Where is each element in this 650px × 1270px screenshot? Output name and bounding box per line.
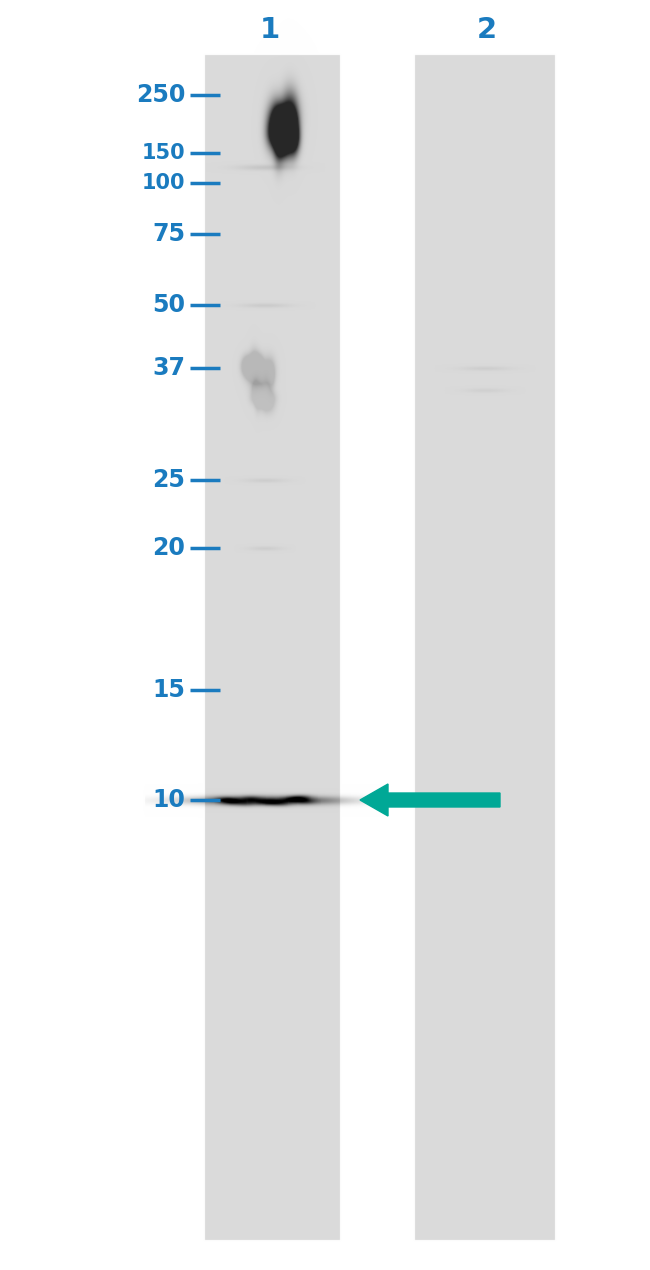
Text: 1: 1 bbox=[260, 17, 280, 44]
Text: 15: 15 bbox=[152, 678, 185, 702]
Text: 20: 20 bbox=[152, 536, 185, 560]
Text: 50: 50 bbox=[152, 293, 185, 318]
Text: 250: 250 bbox=[136, 83, 185, 107]
Text: 150: 150 bbox=[142, 144, 185, 163]
Text: 75: 75 bbox=[152, 222, 185, 246]
Text: 25: 25 bbox=[152, 469, 185, 491]
Text: 100: 100 bbox=[142, 173, 185, 193]
Text: 2: 2 bbox=[477, 17, 497, 44]
FancyArrow shape bbox=[360, 784, 500, 817]
Text: 37: 37 bbox=[152, 356, 185, 380]
Text: 10: 10 bbox=[152, 787, 185, 812]
